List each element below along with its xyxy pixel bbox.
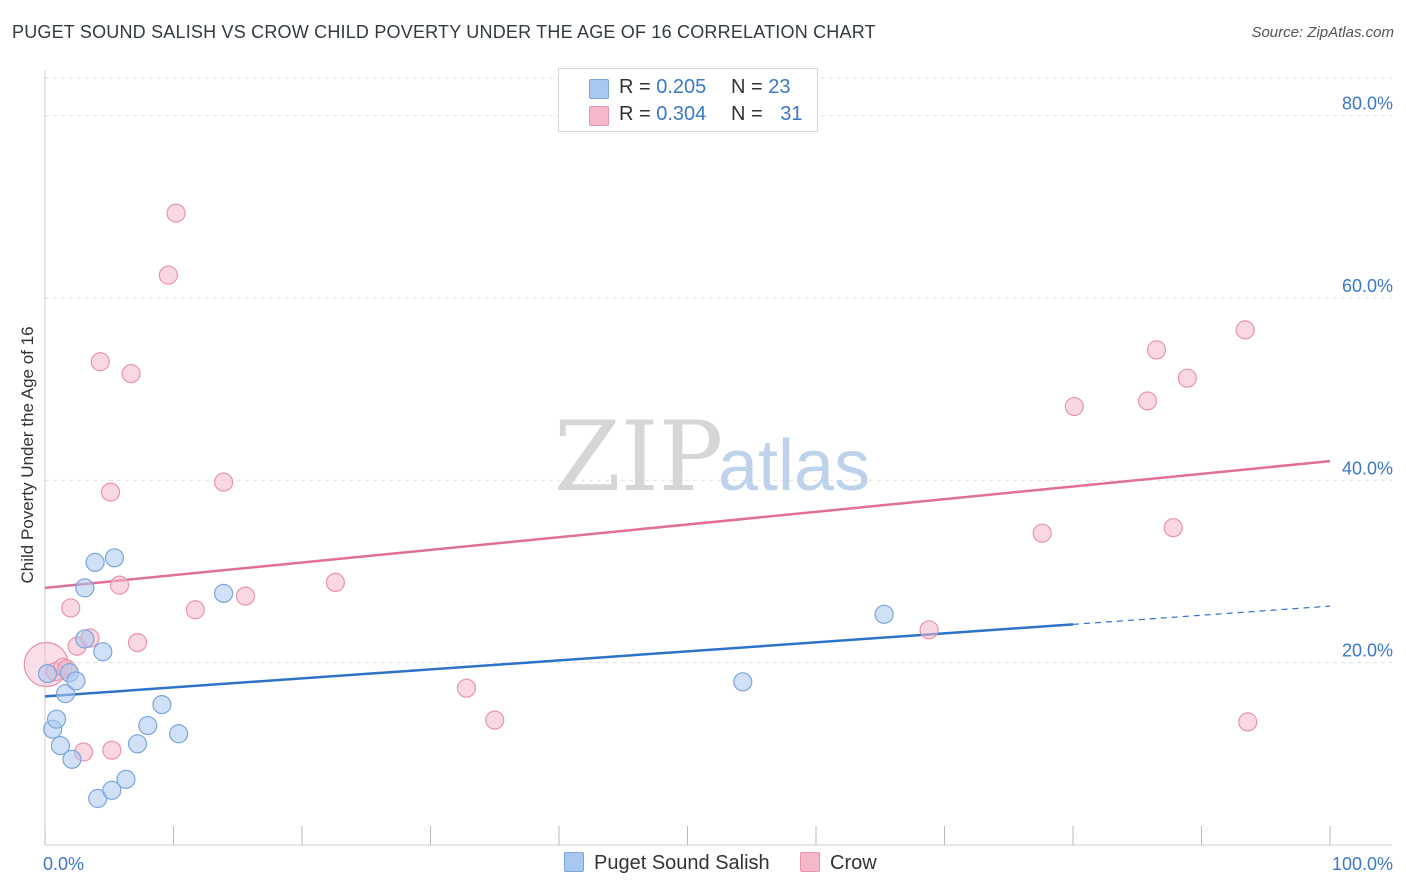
crow-point[interactable] (1238, 712, 1258, 732)
source-credit: Source: ZipAtlas.com (1251, 24, 1394, 41)
crow-point[interactable] (90, 352, 110, 372)
crow-point[interactable] (1146, 340, 1167, 360)
legend-label: Puget Sound Salish (594, 852, 770, 874)
n-value: 31 (780, 103, 803, 125)
crow-point[interactable] (127, 632, 148, 653)
x-tick-label: 0.0% (43, 854, 84, 874)
puget-sound-salish-trend-extension (1072, 605, 1331, 625)
puget-sound-salish-point[interactable] (93, 642, 113, 662)
crow-point[interactable] (121, 364, 141, 384)
r-value: 0.304 (656, 103, 707, 125)
crow-point[interactable] (158, 265, 178, 285)
crow-point[interactable] (214, 472, 234, 492)
puget-sound-salish-point[interactable] (75, 578, 95, 598)
crow-point[interactable] (1235, 320, 1255, 340)
crow-point[interactable] (919, 620, 939, 640)
crow-point[interactable] (1177, 368, 1197, 388)
r-label: R = (619, 76, 657, 98)
stats-legend: R = 0.205 N = 23 R = 0.304 N = 31 (558, 68, 818, 132)
r-label: R = (619, 103, 657, 125)
crow-point[interactable] (325, 572, 346, 593)
crow-point[interactable] (485, 710, 505, 730)
puget-sound-salish-point[interactable] (169, 724, 189, 744)
puget-sound-salish-point[interactable] (88, 788, 108, 809)
y-tick-label: 60.0% (1342, 276, 1393, 296)
puget-sound-salish-point[interactable] (104, 548, 124, 568)
crow-point[interactable] (1064, 396, 1084, 417)
series-legend: Puget Sound Salish Crow (0, 852, 1406, 878)
watermark-zip: ZIP (554, 401, 723, 513)
legend-swatch-pink (589, 106, 609, 126)
crow-point[interactable] (166, 203, 186, 223)
crow-point[interactable] (1137, 391, 1158, 411)
crow-point[interactable] (235, 586, 256, 606)
crow-point[interactable] (61, 598, 81, 618)
chart-title: PUGET SOUND SALISH VS CROW CHILD POVERTY… (12, 22, 876, 42)
watermark-atlas: atlas (718, 426, 870, 506)
crow-point[interactable] (102, 740, 122, 760)
crow-point[interactable] (456, 678, 477, 698)
y-tick-label: 80.0% (1342, 94, 1393, 114)
puget-sound-salish-point[interactable] (46, 709, 67, 729)
puget-sound-salish-point[interactable] (127, 734, 148, 754)
crow-point[interactable] (100, 482, 121, 502)
y-tick-label: 40.0% (1342, 458, 1393, 478)
legend-item-puget-sound-salish[interactable]: Puget Sound Salish (564, 852, 770, 875)
puget-sound-salish-point[interactable] (55, 684, 76, 704)
crow-trend-line (44, 459, 1331, 590)
puget-sound-salish-point[interactable] (37, 663, 58, 684)
n-label: N = (731, 103, 769, 125)
puget-sound-salish-point[interactable] (62, 749, 82, 769)
puget-sound-salish-point[interactable] (50, 736, 71, 756)
puget-sound-salish-point[interactable] (733, 672, 753, 692)
puget-sound-salish-point[interactable] (138, 715, 158, 736)
puget-sound-salish-point[interactable] (116, 769, 136, 789)
crow-point[interactable] (185, 600, 205, 620)
puget-sound-salish-point[interactable] (85, 552, 105, 572)
puget-sound-salish-point[interactable] (152, 694, 172, 715)
crow-point[interactable] (1032, 523, 1052, 543)
puget-sound-salish-point[interactable] (102, 780, 122, 800)
crow-point[interactable] (109, 575, 130, 595)
legend-item-crow[interactable]: Crow (800, 852, 877, 875)
x-tick-label: 100.0% (1332, 854, 1393, 874)
legend-swatch-blue (589, 79, 609, 99)
r-value: 0.205 (656, 76, 707, 98)
y-axis-label: Child Poverty Under the Age of 16 (18, 326, 37, 584)
puget-sound-salish-trend-line (44, 623, 1074, 698)
puget-sound-salish-point[interactable] (75, 629, 95, 649)
puget-sound-salish-point[interactable] (874, 604, 894, 624)
puget-sound-salish-point[interactable] (66, 671, 86, 691)
puget-sound-salish-point[interactable] (214, 583, 234, 603)
legend-label: Crow (830, 852, 877, 874)
n-value: 23 (768, 76, 791, 98)
crow-point[interactable] (1163, 518, 1183, 538)
legend-swatch-blue (564, 852, 584, 872)
n-label: N = (731, 76, 769, 98)
y-tick-label: 20.0% (1342, 641, 1393, 661)
legend-swatch-pink (800, 852, 820, 872)
